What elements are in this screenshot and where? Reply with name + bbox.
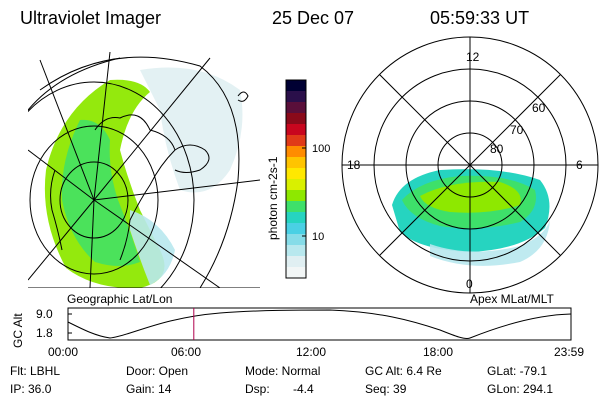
y-tick-9: 9.0 <box>36 307 53 321</box>
mlat-label-60: 60 <box>532 101 546 115</box>
colorbar-tick-100: 100 <box>312 143 330 155</box>
geo-panel-label: Geographic Lat/Lon <box>67 292 172 306</box>
colorbar-swatch <box>286 91 306 103</box>
colorbar-swatch <box>286 245 306 257</box>
altitude-curve <box>67 309 572 339</box>
time-label: 05:59:33 UT <box>430 8 530 28</box>
mlat-label-80: 80 <box>490 142 504 156</box>
colorbar-swatch <box>286 168 306 180</box>
geographic-map <box>28 52 260 288</box>
ip-label: IP: 36.0 <box>10 382 52 396</box>
colorbar-swatch <box>286 113 306 125</box>
gc-alt-label: GC Alt: 6.4 Re <box>365 364 442 378</box>
geo-coastline <box>50 114 210 261</box>
geo-limb <box>39 56 240 288</box>
colorbar-swatch <box>286 190 306 202</box>
x-tick-2359: 23:59 <box>554 345 584 359</box>
colorbar-swatch <box>286 201 306 213</box>
x-tick-1800: 18:00 <box>423 345 453 359</box>
mlt-label-6: 6 <box>576 158 583 172</box>
colorbar-swatch <box>286 80 306 92</box>
app-title: Ultraviolet Imager <box>20 8 162 28</box>
polar-panel-label: Apex MLat/MLT <box>470 292 554 306</box>
dsp-value: -4.4 <box>293 382 314 396</box>
geo-aurora-inner <box>61 119 140 266</box>
polar-plot: 12 18 6 0 60 70 80 <box>341 36 599 294</box>
flt-label: Flt: LBHL <box>10 364 61 378</box>
gain-label: Gain: 14 <box>126 382 172 396</box>
colorbar-swatch <box>286 135 306 147</box>
dsp-label: Dsp: <box>245 382 270 396</box>
door-label: Door: Open <box>126 364 189 378</box>
colorbar-swatch <box>286 146 306 158</box>
seq-label: Seq: 39 <box>365 382 407 396</box>
mode-label: Mode: Normal <box>245 364 321 378</box>
colorbar-swatch <box>286 223 306 235</box>
x-tick-1200: 12:00 <box>296 345 326 359</box>
glat-label: GLat: -79.1 <box>487 364 548 378</box>
mlt-label-0: 0 <box>466 277 473 291</box>
colorbar-swatch <box>286 179 306 191</box>
mlt-label-12: 12 <box>466 50 480 64</box>
colorbar-unit-label: photon cm-2s-1 <box>266 156 280 240</box>
mlat-label-70: 70 <box>510 123 524 137</box>
colorbar-swatch <box>286 267 306 279</box>
colorbar-swatch <box>286 124 306 136</box>
x-tick-0600: 06:00 <box>171 345 201 359</box>
colorbar-swatch <box>286 234 306 246</box>
glon-label: GLon: 294.1 <box>487 382 554 396</box>
colorbar-frame <box>285 79 307 279</box>
colorbar-swatch <box>286 102 306 114</box>
colorbar-swatch <box>286 256 306 268</box>
geo-aurora-haze <box>140 67 243 193</box>
x-tick-0000: 00:00 <box>48 345 78 359</box>
colorbar <box>286 80 306 279</box>
y-tick-1-8: 1.8 <box>36 326 53 340</box>
mlt-label-18: 18 <box>347 158 361 172</box>
colorbar-swatch <box>286 157 306 169</box>
altitude-plot: GC Alt 9.0 1.8 00:00 06:00 12:00 18:00 2… <box>11 307 584 359</box>
colorbar-swatch <box>286 212 306 224</box>
altitude-ylabel: GC Alt <box>11 313 25 348</box>
date-label: 25 Dec 07 <box>272 8 355 28</box>
colorbar-tick-10: 10 <box>312 231 324 243</box>
